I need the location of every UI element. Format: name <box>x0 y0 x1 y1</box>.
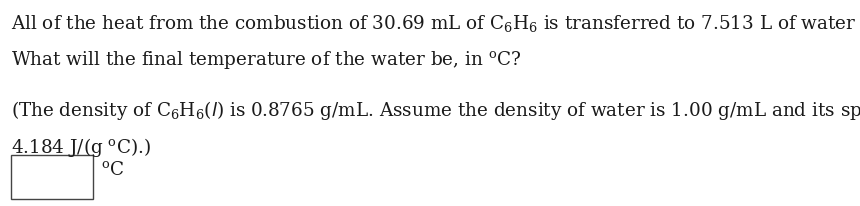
Bar <box>11 154 93 199</box>
Text: (The density of $\mathregular{C_6H_6}$($\it{l}$) is 0.8765 g/mL. Assume the dens: (The density of $\mathregular{C_6H_6}$($… <box>11 99 860 122</box>
Text: What will the final temperature of the water be, in $\mathregular{^oC}$?: What will the final temperature of the w… <box>11 49 522 71</box>
Text: $\mathregular{^oC}$: $\mathregular{^oC}$ <box>101 161 125 179</box>
Text: 4.184 J/(g $\mathregular{^oC}$).): 4.184 J/(g $\mathregular{^oC}$).) <box>11 136 151 159</box>
Text: All of the heat from the combustion of 30.69 mL of $\mathregular{C_6H_6}$ is tra: All of the heat from the combustion of 3… <box>11 13 860 34</box>
